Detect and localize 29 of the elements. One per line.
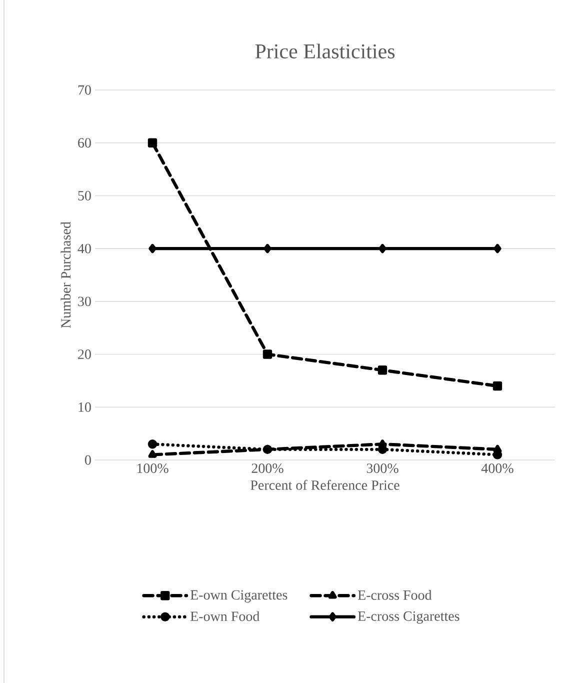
point [378,244,386,254]
legend-label: E-cross Cigarettes [358,611,460,624]
legend-label: E-own Cigarettes [190,590,288,603]
x-axis-title: Percent of Reference Price [250,480,400,490]
y-tick-label: 10 [78,402,91,412]
y-tick-label: 60 [78,138,91,148]
point [494,244,502,254]
point [378,366,388,375]
point [492,381,502,391]
y-tick-label: 0 [85,455,91,465]
point [264,244,272,254]
y-tick-label: 50 [78,190,91,200]
y-tick-label: 70 [78,85,91,95]
chart-title: Price Elasticities [255,44,395,58]
legend-label: E-cross Food [358,590,432,600]
y-tick-label: 30 [78,296,91,306]
x-tick-label: 400% [481,464,514,474]
legend-label: E-own Food [190,611,260,622]
y-tick-label: 40 [78,244,91,254]
point [148,244,156,254]
x-tick-label: 300% [366,464,398,474]
y-axis-title: Number Purchased [60,222,71,328]
x-tick-label: 200% [252,464,284,474]
y-tick-label: 20 [78,350,91,360]
point [148,450,157,458]
x-tick-label: 100% [137,464,168,474]
point [262,350,272,359]
point [148,440,158,449]
point [148,138,158,148]
